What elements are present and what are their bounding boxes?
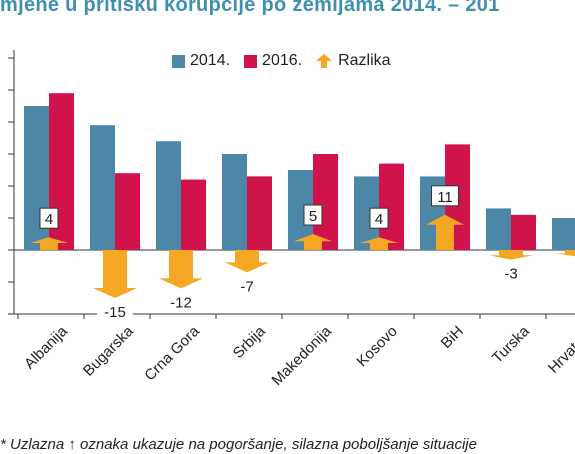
category-label: Turska (489, 322, 534, 367)
bar-2016 (247, 176, 272, 250)
difference-arrow (555, 250, 575, 257)
category-label: BiH (438, 323, 467, 352)
chart-legend: 2014. 2016. Razlika (172, 52, 405, 70)
difference-label-box (497, 262, 525, 283)
bar-2016 (181, 179, 206, 250)
legend-label-razlika: Razlika (338, 52, 391, 69)
legend-label-2014: 2014. (190, 52, 231, 69)
bar-2016 (379, 163, 404, 250)
legend-swatch-2016 (244, 54, 258, 68)
difference-arrow (426, 214, 464, 250)
difference-arrow (30, 237, 68, 250)
legend-swatch-2014 (172, 54, 185, 68)
bar-2014 (486, 208, 511, 250)
difference-label: -3 (504, 266, 517, 283)
legend-item-2014: 2014. (172, 52, 230, 70)
category-label: Srbija (230, 322, 270, 362)
difference-label-box (97, 301, 133, 321)
difference-arrow (225, 250, 269, 273)
bar-2016 (115, 173, 140, 250)
difference-arrow (93, 250, 137, 298)
bar-2014 (222, 154, 247, 250)
difference-arrow (489, 250, 533, 260)
legend-item-2016: 2016. (244, 52, 302, 70)
difference-label: 4 (45, 211, 53, 228)
difference-label-box (369, 207, 389, 229)
category-label: Bugarska (80, 322, 137, 379)
difference-label: 5 (309, 208, 317, 225)
difference-label-box (431, 185, 459, 207)
difference-label: 4 (375, 211, 383, 228)
bar-2014 (552, 218, 575, 250)
category-label: Kosovo (353, 323, 400, 370)
category-label: Hrvatska (545, 322, 575, 376)
chart-title: mjene u pritisku korupcije po zemljama 2… (0, 0, 500, 16)
bar-2014 (90, 125, 115, 250)
difference-label: -12 (170, 294, 192, 311)
difference-label-box (233, 275, 261, 296)
difference-label-box (163, 291, 199, 312)
category-label: Makedonija (269, 322, 336, 389)
bar-2016 (511, 214, 536, 250)
difference-label-box (303, 204, 323, 226)
difference-label-box (39, 207, 59, 229)
category-label: Albanija (21, 322, 71, 372)
difference-label: -15 (104, 304, 126, 321)
difference-label: 11 (437, 189, 453, 206)
bar-2014 (156, 141, 181, 250)
up-arrow-icon (316, 54, 333, 68)
difference-arrow (159, 250, 203, 289)
footnote: * Uzlazna ↑ oznaka ukazuje na pogoršanje… (0, 436, 477, 453)
bar-2016 (313, 154, 338, 250)
legend-label-2016: 2016. (262, 52, 303, 69)
legend-item-razlika: Razlika (316, 52, 391, 70)
difference-label: -7 (240, 278, 253, 295)
difference-arrow (360, 237, 398, 250)
category-label: Crna Gora (141, 322, 203, 384)
difference-arrow (294, 234, 332, 250)
